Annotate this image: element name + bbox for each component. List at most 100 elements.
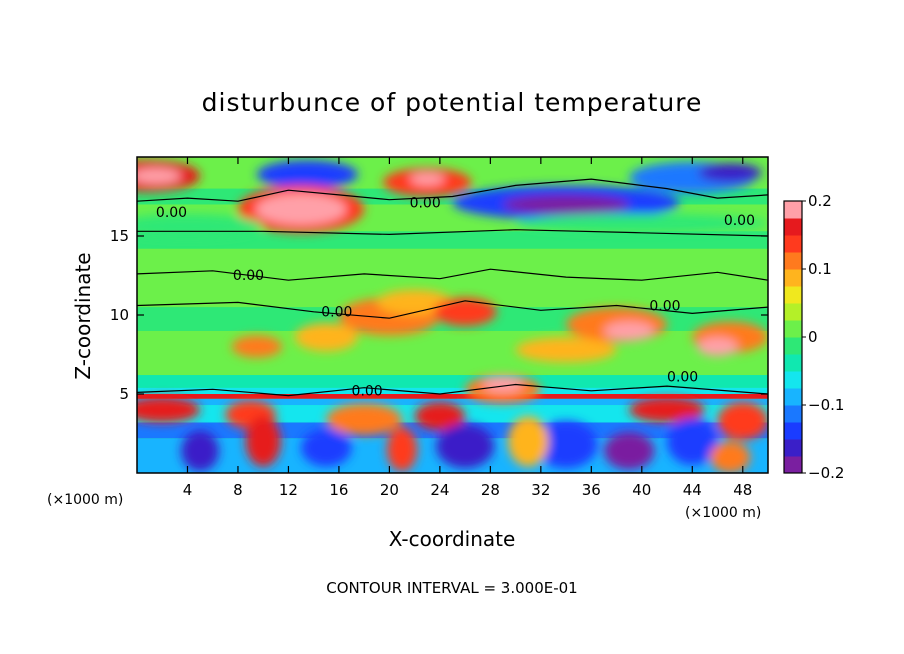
colorbar-tick-label: −0.1 bbox=[808, 396, 844, 414]
field-anomaly bbox=[502, 194, 630, 214]
x-axis-ticks: 4 8 12 16 20 24 28 32 36 40 44 48 bbox=[183, 157, 752, 499]
colorbar-swatch bbox=[784, 354, 802, 372]
field-anomaly bbox=[326, 403, 403, 436]
field-anomaly bbox=[376, 289, 453, 315]
field-anomaly bbox=[717, 401, 768, 440]
field-anomaly bbox=[137, 213, 264, 240]
chart-title: disturbunce of potential temperature bbox=[202, 88, 703, 117]
colorbar-swatch bbox=[784, 388, 802, 406]
y-tick-label: 15 bbox=[110, 227, 129, 245]
field-anomaly bbox=[482, 376, 524, 393]
colorbar-swatch bbox=[784, 286, 802, 304]
colorbar-swatch bbox=[784, 405, 802, 423]
field-band bbox=[137, 394, 768, 399]
field-anomaly bbox=[256, 160, 358, 189]
contour-line bbox=[137, 178, 768, 202]
field-anomaly bbox=[181, 430, 220, 472]
x-tick-label: 44 bbox=[683, 481, 702, 499]
field-anomaly bbox=[515, 213, 768, 233]
contour-line bbox=[137, 383, 768, 397]
field-anomalies bbox=[137, 160, 768, 473]
contour-line bbox=[137, 229, 768, 237]
field-anomaly bbox=[137, 397, 201, 423]
x-tick-label: 12 bbox=[279, 481, 298, 499]
field-anomaly bbox=[436, 424, 495, 469]
field-anomaly bbox=[508, 416, 549, 467]
contour-labels: 0.00 0.00 0.00 0.00 0.00 0.00 0.00 0.00 bbox=[156, 196, 755, 400]
plot-area: 0.000.000.000.000.00 0.000.000.00 4 8 12 16 2… bbox=[110, 156, 769, 499]
colorbar-swatch bbox=[784, 422, 802, 440]
y-tick-label: 10 bbox=[110, 306, 129, 324]
x-unit-label-right: (×1000 m) bbox=[685, 505, 761, 521]
field-band bbox=[137, 387, 768, 394]
field-anomaly bbox=[255, 193, 347, 225]
x-tick-label: 24 bbox=[430, 481, 449, 499]
colorbar-swatch bbox=[784, 303, 802, 321]
x-unit-label-left: (×1000 m) bbox=[47, 492, 123, 508]
field-anomaly bbox=[231, 335, 283, 358]
contour-label: 0.00 bbox=[352, 384, 383, 400]
zero-contours bbox=[137, 178, 768, 397]
field-anomaly bbox=[294, 322, 358, 352]
x-tick-label: 16 bbox=[329, 481, 348, 499]
colorbar-tick-label: −0.2 bbox=[808, 464, 844, 482]
colorbar-tick-label: 0.1 bbox=[808, 260, 832, 278]
field-anomaly bbox=[137, 168, 182, 184]
y-tick-label: 5 bbox=[119, 385, 129, 403]
field-anomaly bbox=[603, 321, 655, 341]
contour-label: 0.00 bbox=[321, 305, 352, 321]
field-anomaly bbox=[409, 172, 445, 186]
colorbar-swatch bbox=[784, 201, 802, 219]
x-tick-label: 40 bbox=[632, 481, 651, 499]
contour-label: 0.00 bbox=[410, 196, 441, 212]
colorbar-tick-label: 0 bbox=[808, 328, 818, 346]
x-tick-label: 48 bbox=[733, 481, 752, 499]
colorbar-tick-label: 0.2 bbox=[808, 192, 832, 210]
colorbar-swatch bbox=[784, 269, 802, 287]
field-anomaly bbox=[433, 297, 497, 327]
colorbar-swatch bbox=[784, 252, 802, 270]
contour-line bbox=[137, 268, 768, 281]
field-anomaly bbox=[667, 417, 718, 466]
colorbar-swatch bbox=[784, 337, 802, 355]
colorbar-swatch bbox=[784, 235, 802, 253]
y-axis-ticks: 5 10 15 bbox=[110, 227, 768, 403]
x-tick-label: 28 bbox=[481, 481, 500, 499]
field-anomaly bbox=[515, 337, 617, 363]
field-band bbox=[137, 398, 768, 406]
field-anomaly bbox=[697, 337, 738, 357]
x-tick-label: 8 bbox=[233, 481, 243, 499]
field-anomaly bbox=[386, 427, 418, 472]
field-anomaly bbox=[414, 401, 466, 431]
x-tick-label: 4 bbox=[183, 481, 193, 499]
contour-interval-note: CONTOUR INTERVAL = 3.000E-01 bbox=[326, 579, 577, 597]
contour-line bbox=[137, 300, 768, 319]
x-tick-label: 36 bbox=[582, 481, 601, 499]
contour-label: 0.00 bbox=[667, 369, 698, 385]
field-band bbox=[137, 375, 768, 388]
field-band bbox=[137, 231, 768, 249]
contour-label: 0.00 bbox=[233, 268, 264, 284]
colorbar-swatch bbox=[784, 320, 802, 338]
colorbar: 0.2 0.1 0 −0.1 −0.2 bbox=[783, 192, 844, 482]
colorbar-swatch bbox=[784, 439, 802, 457]
contour-label: 0.00 bbox=[156, 205, 187, 221]
colorbar-swatch bbox=[784, 456, 802, 474]
contour-label: 0.00 bbox=[649, 298, 680, 314]
y-axis-label: Z-coordinate bbox=[71, 252, 95, 379]
x-axis-label: X-coordinate bbox=[389, 527, 516, 551]
field-anomaly bbox=[709, 441, 751, 473]
field-anomaly bbox=[534, 420, 598, 469]
x-tick-label: 32 bbox=[531, 481, 550, 499]
field-anomaly bbox=[301, 428, 352, 467]
contour-label: 0.00 bbox=[724, 213, 755, 229]
field-anomaly bbox=[245, 416, 281, 467]
temperature-field bbox=[137, 157, 768, 473]
field-anomaly bbox=[698, 163, 762, 183]
colorbar-swatch bbox=[784, 371, 802, 389]
field-anomaly bbox=[629, 397, 705, 423]
x-tick-label: 20 bbox=[380, 481, 399, 499]
colorbar-swatch bbox=[784, 218, 802, 236]
field-anomaly bbox=[603, 431, 655, 470]
